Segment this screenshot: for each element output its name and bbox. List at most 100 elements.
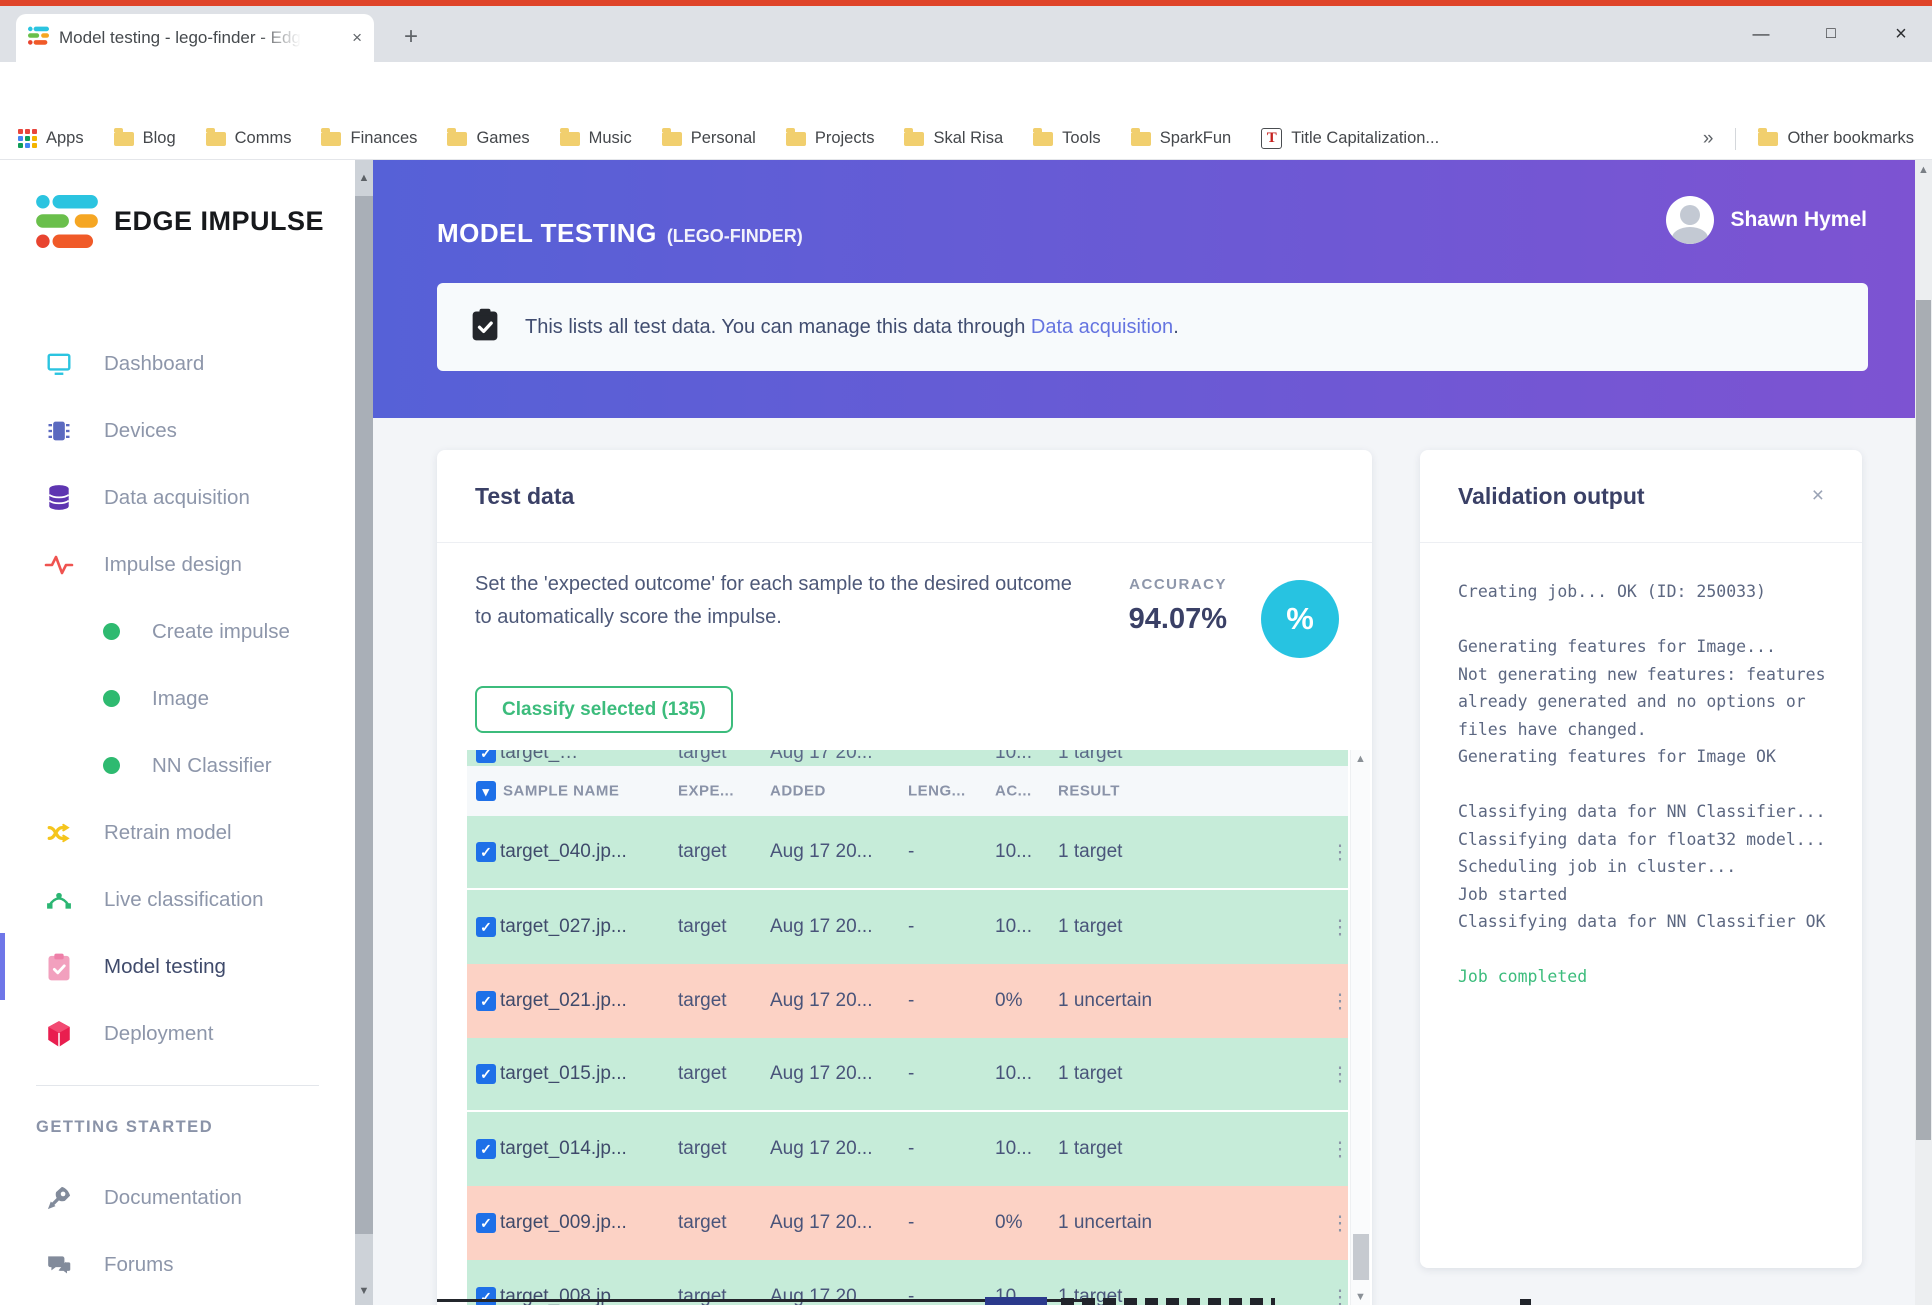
scroll-down-icon[interactable]: ▼ (358, 1285, 370, 1297)
column-header[interactable]: ADDED (770, 782, 826, 800)
sidebar-item-label: Devices (104, 418, 177, 442)
result-cell: 1 target (1058, 841, 1123, 862)
accuracy-cell: 10... (995, 841, 1032, 862)
bookmark-title-capitalization[interactable]: T Title Capitalization... (1261, 128, 1439, 149)
select-all-checkbox[interactable]: ▾ (476, 781, 496, 801)
table-scrollbar-thumb[interactable] (1353, 1234, 1369, 1280)
close-icon[interactable]: × (1811, 484, 1824, 507)
row-menu-icon[interactable]: ⋮ (1330, 1212, 1350, 1235)
edge-impulse-logo[interactable]: EDGE IMPULSE (36, 194, 324, 248)
row-menu-icon[interactable]: ⋮ (1330, 841, 1350, 864)
bookmark-tools[interactable]: Tools (1033, 127, 1101, 148)
sample-name: target_021.jp... (500, 990, 627, 1011)
table-row[interactable]: ✓ target_009.jp... target Aug 17 20... -… (467, 1186, 1350, 1260)
bezier-icon (44, 885, 74, 915)
log-line: Creating job... OK (ID: 250033) (1458, 582, 1766, 601)
brand-name: EDGE IMPULSE (114, 205, 325, 236)
row-checkbox[interactable]: ✓ (476, 991, 496, 1011)
row-checkbox[interactable]: ✓ (476, 1139, 496, 1159)
sidebar-item-image[interactable]: Image (0, 665, 355, 732)
page-scrollbar[interactable]: ▲ (1915, 160, 1932, 1305)
sidebar-item-impulse-design[interactable]: Impulse design (0, 531, 355, 598)
folder-icon (205, 127, 226, 146)
scroll-up-icon[interactable]: ▲ (358, 172, 370, 184)
bookmark-games[interactable]: Games (447, 127, 530, 148)
user-menu[interactable]: Shawn Hymel (1666, 196, 1867, 244)
sidebar-item-label: NN Classifier (152, 753, 272, 777)
browser-tab[interactable]: Model testing - lego-finder - Edg × (16, 14, 374, 62)
scroll-down-icon[interactable]: ▼ (1355, 1291, 1366, 1303)
column-header[interactable]: SAMPLE NAME (503, 782, 620, 800)
sidebar-item-dashboard[interactable]: Dashboard (0, 330, 355, 397)
bookmark-comms[interactable]: Comms (205, 127, 291, 148)
sidebar-item-documentation[interactable]: Documentation (0, 1164, 355, 1231)
check-icon: ✓ (480, 1215, 492, 1231)
window-close-button[interactable]: × (1895, 22, 1907, 45)
table-row[interactable]: ✓ target_021.jp... target Aug 17 20... -… (467, 964, 1350, 1038)
chip-icon (44, 416, 74, 446)
column-header[interactable]: EXPE... (678, 782, 735, 800)
bookmark-personal[interactable]: Personal (661, 127, 756, 148)
window-minimize-button[interactable]: — (1752, 24, 1770, 43)
row-checkbox[interactable]: ✓ (476, 1287, 496, 1305)
page-scrollbar-thumb[interactable] (1916, 300, 1931, 1140)
sidebar-item-nn-classifier[interactable]: NN Classifier (0, 732, 355, 799)
row-menu-icon[interactable]: ⋮ (1330, 1286, 1350, 1305)
accuracy-cell: 0% (995, 1212, 1023, 1233)
sidebar-item-data-acquisition[interactable]: Data acquisition (0, 464, 355, 531)
row-menu-icon[interactable]: ⋮ (1330, 990, 1350, 1013)
test-data-description: Set the 'expected outcome' for each samp… (475, 573, 1072, 628)
other-bookmarks[interactable]: Other bookmarks (1758, 127, 1914, 148)
sidebar-scrollbar-thumb[interactable] (355, 196, 373, 1234)
sidebar-item-retrain-model[interactable]: Retrain model (0, 799, 355, 866)
table-row[interactable]: ✓ target_015.jp... target Aug 17 20... -… (467, 1038, 1350, 1112)
sidebar-item-devices[interactable]: Devices (0, 397, 355, 464)
table-row[interactable]: ✓ target_027.jp... target Aug 17 20... -… (467, 890, 1350, 964)
accuracy-cell: 0% (995, 990, 1023, 1011)
banner-suffix: . (1173, 315, 1179, 338)
scroll-up-icon[interactable]: ▲ (1355, 753, 1366, 765)
scrolled-row-sliver: ✓ target_… target Aug 17 20... 10... 1 t… (467, 750, 1348, 766)
sidebar-scrollbar[interactable]: ▲ ▼ (355, 160, 373, 1305)
classify-selected-button[interactable]: Classify selected (135) (475, 686, 733, 733)
row-menu-icon[interactable]: ⋮ (1330, 1063, 1350, 1086)
bookmark-skal-risa[interactable]: Skal Risa (904, 127, 1003, 148)
bookmark-music[interactable]: Music (559, 127, 632, 148)
row-checkbox[interactable]: ✓ (476, 1213, 496, 1233)
row-checkbox[interactable]: ✓ (476, 917, 496, 937)
user-avatar[interactable] (1666, 196, 1715, 244)
sidebar-item-create-impulse[interactable]: Create impulse (0, 598, 355, 665)
bookmark-blog[interactable]: Blog (113, 127, 176, 148)
row-menu-icon[interactable]: ⋮ (1330, 1138, 1350, 1161)
column-header[interactable]: RESULT (1058, 782, 1120, 800)
table-scrollbar[interactable]: ▲ ▼ (1350, 750, 1370, 1305)
row-checkbox[interactable]: ✓ (476, 842, 496, 862)
sidebar-item-live-classification[interactable]: Live classification (0, 866, 355, 933)
sidebar-item-forums[interactable]: Forums (0, 1231, 355, 1298)
table-row[interactable]: ✓ target_040.jp... target Aug 17 20... -… (467, 816, 1350, 890)
bookmark-apps[interactable]: Apps (18, 129, 84, 148)
sidebar-item-deployment[interactable]: Deployment (0, 1000, 355, 1067)
new-tab-button[interactable]: + (403, 23, 418, 50)
select-all-caret-icon: ▾ (482, 783, 490, 799)
tab-close-icon[interactable]: × (352, 28, 362, 47)
row-menu-icon[interactable]: ⋮ (1330, 916, 1350, 939)
row-checkbox[interactable]: ✓ (476, 1064, 496, 1084)
bookmark-projects[interactable]: Projects (785, 127, 874, 148)
sidebar-item-model-testing[interactable]: Model testing (0, 933, 355, 1000)
bookmarks-overflow-icon[interactable]: » (1702, 127, 1714, 149)
bookmarks-bar: Apps Blog Comms Finances Games Music Per… (0, 118, 1932, 160)
log-line (1458, 936, 1834, 964)
length-value: - (908, 990, 915, 1011)
bookmark-sparkfun[interactable]: SparkFun (1130, 127, 1231, 148)
column-header[interactable]: AC... (995, 782, 1032, 800)
scroll-up-icon[interactable]: ▲ (1918, 164, 1929, 176)
data-acquisition-link[interactable]: Data acquisition (1030, 315, 1174, 338)
window-maximize-button[interactable]: □ (1826, 25, 1836, 42)
title-capitalization-icon: T (1261, 128, 1283, 149)
sample-name: target_015.jp... (500, 1063, 627, 1084)
table-row[interactable]: ✓ target_014.jp... target Aug 17 20... -… (467, 1112, 1350, 1186)
bookmark-finances[interactable]: Finances (321, 127, 417, 148)
column-header[interactable]: LENG... (908, 782, 966, 800)
